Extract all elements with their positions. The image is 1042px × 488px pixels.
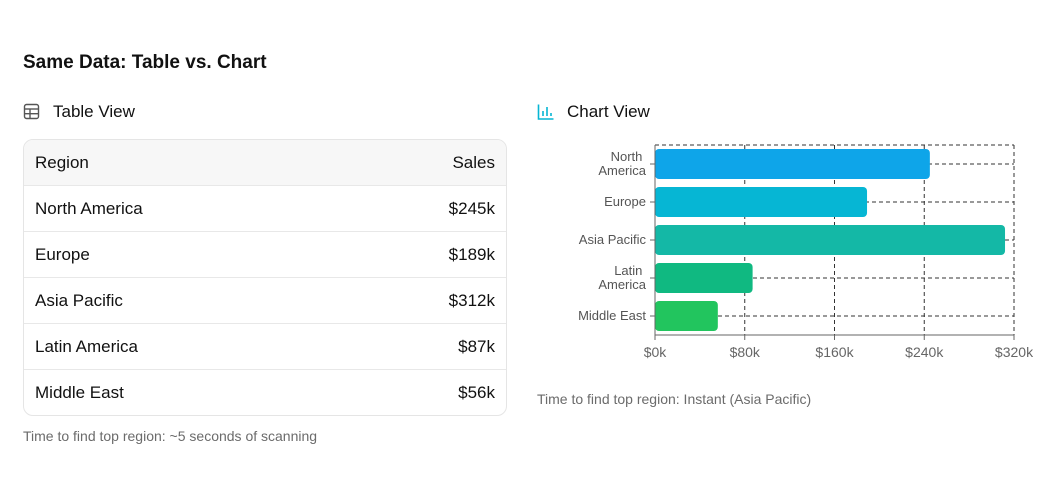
table-cell: Latin America — [35, 336, 138, 356]
bar — [655, 187, 868, 217]
table-row: North America $245k — [24, 185, 506, 231]
y-tick-label: North America — [598, 149, 646, 178]
table-row: Latin America $87k — [24, 323, 506, 369]
chart: $0k $80k $160k $240k $320k North America Europ… — [578, 144, 1034, 360]
table-cell: Asia Pacific — [35, 290, 123, 310]
bar — [655, 301, 718, 331]
y-tick-label: Europe — [604, 194, 646, 209]
bar — [655, 263, 753, 293]
table-heading: Table View — [53, 102, 135, 121]
table-header: Region Sales — [24, 140, 506, 185]
table-cell: $87k — [458, 336, 495, 356]
chart-heading: Chart View — [567, 102, 650, 121]
table-row: Asia Pacific $312k — [24, 277, 506, 323]
chart-icon — [537, 104, 554, 120]
table-cell: North America — [35, 198, 143, 218]
chart-note: Time to find top region: Instant (Asia P… — [537, 391, 812, 407]
header-cell: Region — [35, 152, 89, 172]
page-title: Same Data: Table vs. Chart — [23, 52, 267, 73]
y-tick-label: Middle East — [578, 308, 646, 323]
x-tick-label: $240k — [905, 344, 944, 360]
bar — [655, 149, 930, 179]
table-cell: Middle East — [35, 382, 124, 402]
table-icon — [23, 103, 40, 120]
table-cell: $189k — [448, 244, 495, 264]
table-note: Time to find top region: ~5 seconds of s… — [23, 428, 318, 444]
table: Region Sales North America $245k Europe $189k… — [23, 139, 507, 416]
table-row: Middle East $56k — [24, 369, 506, 415]
table-cell: $56k — [458, 382, 495, 402]
y-tick-label: Asia Pacific — [579, 232, 647, 247]
table-cell: $312k — [448, 290, 495, 310]
x-tick-label: $80k — [730, 344, 761, 360]
table-cell: Europe — [35, 244, 90, 264]
table-row: Europe $189k — [24, 231, 506, 277]
y-tick-label: Latin America — [598, 263, 646, 292]
header-cell: Sales — [452, 152, 495, 172]
bar — [655, 225, 1006, 255]
x-tick-label: $160k — [815, 344, 854, 360]
x-tick-label: $320k — [995, 344, 1034, 360]
table-cell: $245k — [448, 198, 495, 218]
x-tick-label: $0k — [644, 344, 668, 360]
